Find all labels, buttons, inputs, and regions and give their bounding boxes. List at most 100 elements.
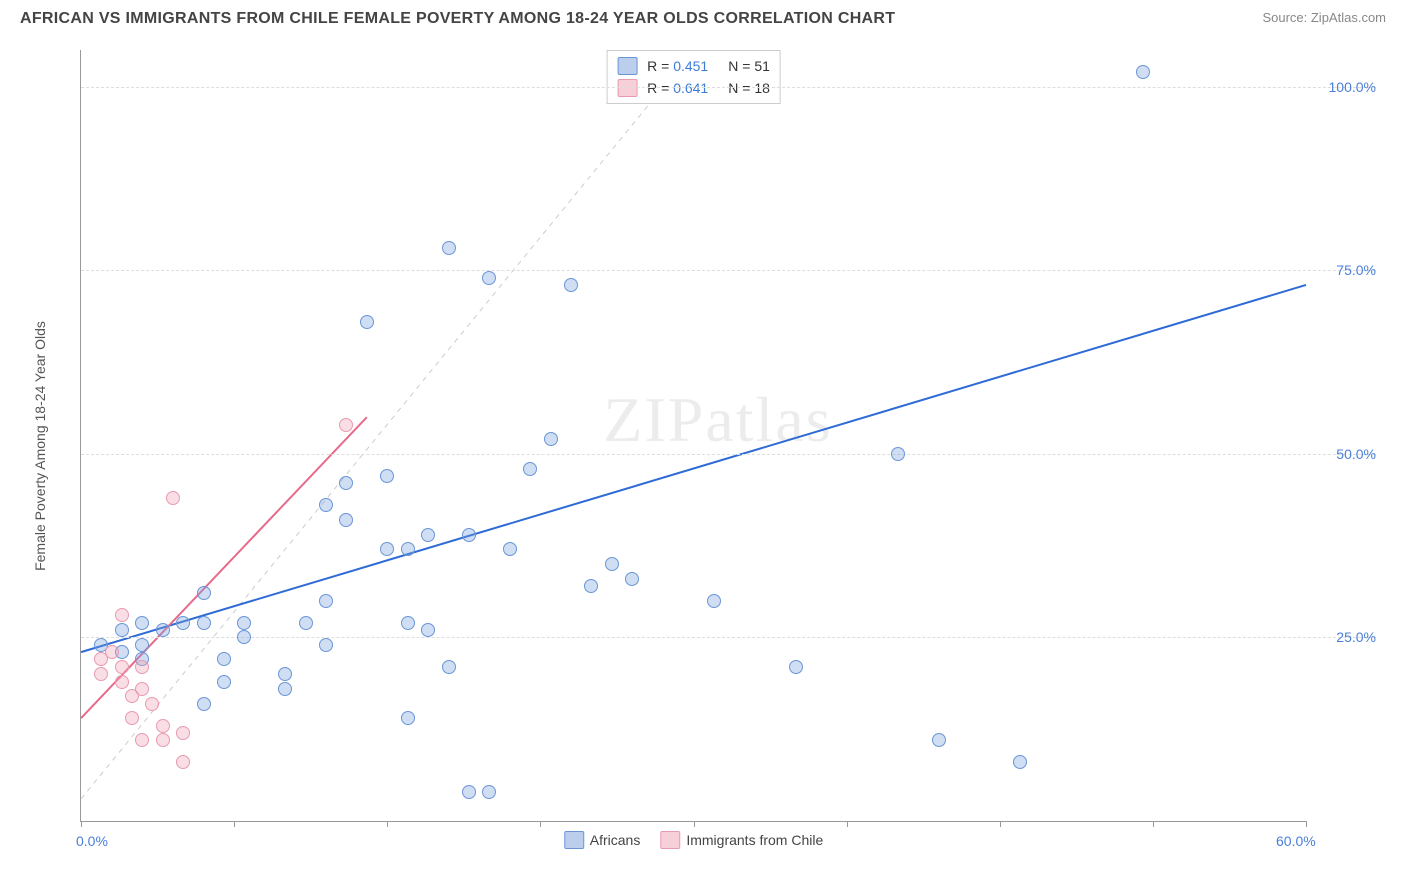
- chart-title: AFRICAN VS IMMIGRANTS FROM CHILE FEMALE …: [20, 10, 895, 28]
- swatch-pink-icon: [617, 79, 637, 97]
- data-point-africans: [380, 469, 394, 483]
- data-point-africans: [217, 675, 231, 689]
- swatch-pink-icon: [660, 831, 680, 849]
- data-point-africans: [544, 432, 558, 446]
- data-point-africans: [421, 528, 435, 542]
- y-tick-label: 100.0%: [1329, 79, 1376, 95]
- data-point-africans: [237, 630, 251, 644]
- legend-item-africans: Africans: [564, 831, 641, 849]
- data-point-africans: [707, 594, 721, 608]
- data-point-africans: [339, 476, 353, 490]
- x-tick: [1153, 821, 1154, 827]
- gridline: [81, 454, 1376, 455]
- swatch-blue-icon: [564, 831, 584, 849]
- swatch-blue-icon: [617, 57, 637, 75]
- data-point-chile: [115, 660, 129, 674]
- data-point-chile: [176, 755, 190, 769]
- data-point-chile: [125, 711, 139, 725]
- source-attribution: Source: ZipAtlas.com: [1262, 10, 1386, 25]
- data-point-africans: [115, 623, 129, 637]
- data-point-africans: [401, 542, 415, 556]
- data-point-africans: [401, 616, 415, 630]
- data-point-africans: [891, 447, 905, 461]
- data-point-africans: [197, 586, 211, 600]
- gridline: [81, 637, 1376, 638]
- data-point-africans: [503, 542, 517, 556]
- data-point-chile: [156, 719, 170, 733]
- data-point-africans: [625, 572, 639, 586]
- x-tick-label: 60.0%: [1276, 833, 1316, 849]
- data-point-africans: [380, 542, 394, 556]
- y-tick-label: 50.0%: [1336, 446, 1376, 462]
- data-point-chile: [94, 667, 108, 681]
- data-point-africans: [564, 278, 578, 292]
- data-point-africans: [156, 623, 170, 637]
- data-point-africans: [319, 638, 333, 652]
- data-point-africans: [605, 557, 619, 571]
- stats-row-africans: R = 0.451 N = 51: [617, 55, 770, 77]
- data-point-africans: [278, 667, 292, 681]
- gridline: [81, 270, 1376, 271]
- data-point-africans: [421, 623, 435, 637]
- data-point-africans: [932, 733, 946, 747]
- y-tick-label: 75.0%: [1336, 262, 1376, 278]
- data-point-chile: [105, 645, 119, 659]
- data-point-africans: [523, 462, 537, 476]
- data-point-chile: [145, 697, 159, 711]
- stat-r-label: R = 0.451: [647, 58, 708, 74]
- x-tick: [1306, 821, 1307, 827]
- x-tick-label: 0.0%: [76, 833, 108, 849]
- y-axis-label: Female Poverty Among 18-24 Year Olds: [32, 321, 48, 571]
- y-tick-label: 25.0%: [1336, 629, 1376, 645]
- stats-legend: R = 0.451 N = 51 R = 0.641 N = 18: [606, 50, 781, 104]
- data-point-africans: [360, 315, 374, 329]
- data-point-africans: [197, 697, 211, 711]
- data-point-chile: [115, 608, 129, 622]
- data-point-chile: [176, 726, 190, 740]
- x-tick: [387, 821, 388, 827]
- data-point-africans: [339, 513, 353, 527]
- data-point-chile: [166, 491, 180, 505]
- data-point-africans: [462, 528, 476, 542]
- data-point-africans: [1136, 65, 1150, 79]
- gridline: [81, 87, 1376, 88]
- data-point-africans: [135, 616, 149, 630]
- data-point-chile: [115, 675, 129, 689]
- chart-area: Female Poverty Among 18-24 Year Olds ZIP…: [50, 40, 1386, 852]
- stat-n-label: N = 18: [728, 80, 770, 96]
- data-point-chile: [135, 682, 149, 696]
- data-point-africans: [1013, 755, 1027, 769]
- data-point-africans: [584, 579, 598, 593]
- data-point-africans: [442, 660, 456, 674]
- data-point-africans: [217, 652, 231, 666]
- legend-label: Africans: [590, 832, 641, 848]
- data-point-africans: [237, 616, 251, 630]
- legend-label: Immigrants from Chile: [686, 832, 823, 848]
- svg-layer: [81, 50, 1306, 821]
- x-tick: [234, 821, 235, 827]
- data-point-chile: [135, 733, 149, 747]
- data-point-chile: [135, 660, 149, 674]
- data-point-africans: [789, 660, 803, 674]
- stat-n-label: N = 51: [728, 58, 770, 74]
- data-point-africans: [462, 785, 476, 799]
- x-tick: [847, 821, 848, 827]
- stat-r-label: R = 0.641: [647, 80, 708, 96]
- data-point-chile: [156, 733, 170, 747]
- data-point-africans: [319, 594, 333, 608]
- x-tick: [81, 821, 82, 827]
- x-tick: [1000, 821, 1001, 827]
- data-point-africans: [278, 682, 292, 696]
- data-point-africans: [299, 616, 313, 630]
- data-point-africans: [401, 711, 415, 725]
- bottom-legend: Africans Immigrants from Chile: [564, 831, 824, 849]
- x-tick: [540, 821, 541, 827]
- data-point-africans: [176, 616, 190, 630]
- data-point-africans: [135, 638, 149, 652]
- legend-item-chile: Immigrants from Chile: [660, 831, 823, 849]
- data-point-africans: [482, 271, 496, 285]
- data-point-africans: [319, 498, 333, 512]
- data-point-africans: [442, 241, 456, 255]
- data-point-africans: [197, 616, 211, 630]
- data-point-chile: [339, 418, 353, 432]
